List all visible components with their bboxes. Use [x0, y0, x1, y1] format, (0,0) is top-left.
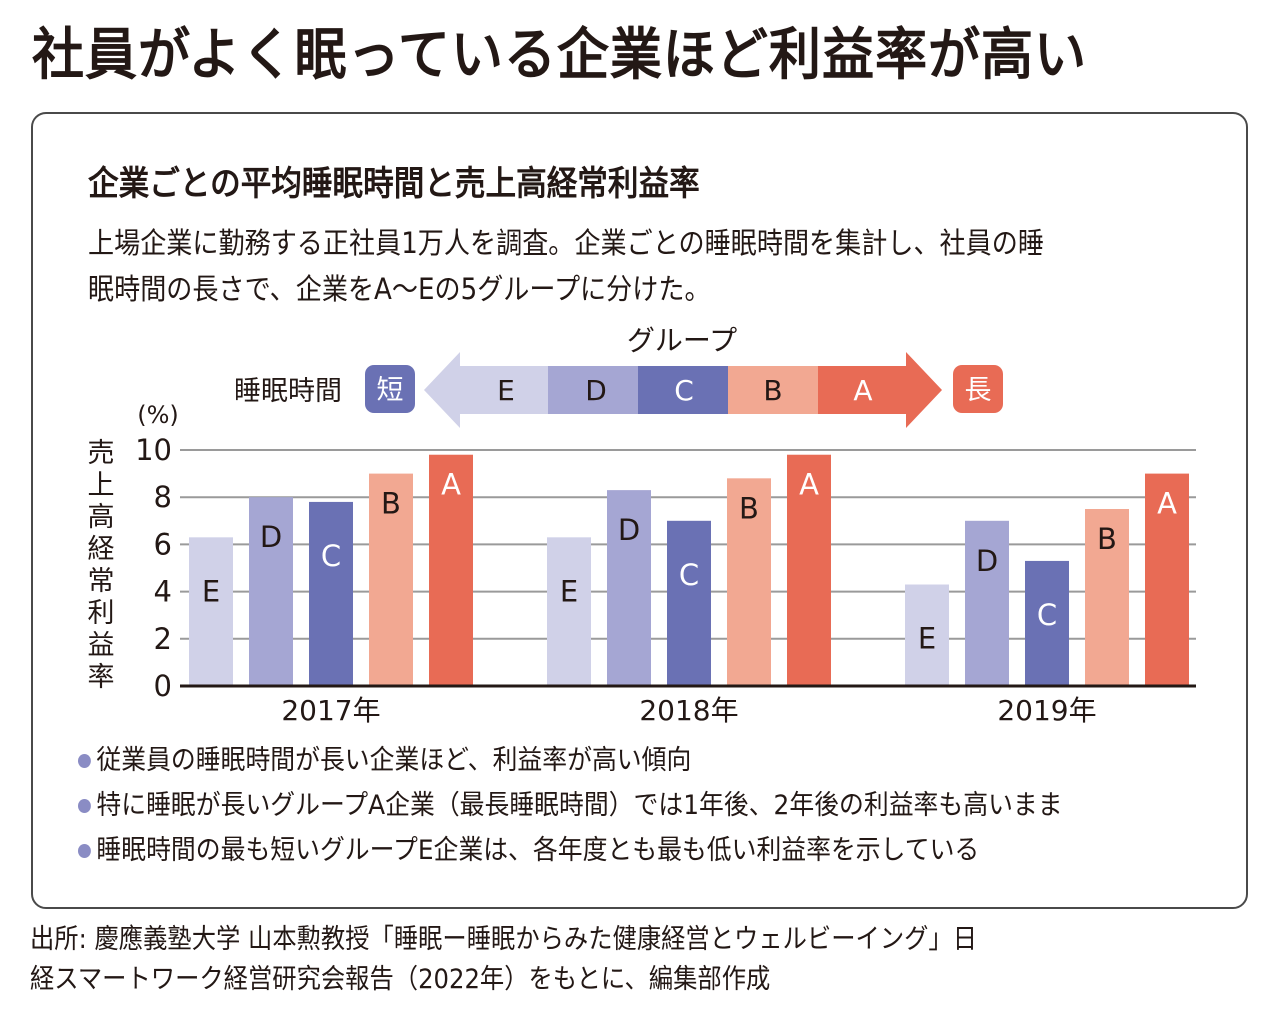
key-findings: 従業員の睡眠時間が長い企業ほど、利益率が高い傾向 特に睡眠が長いグループA企業（… [78, 738, 1063, 873]
group-legend: グループ 睡眠時間 短 E D C B A 長 [234, 324, 1003, 428]
source-note: 出所: 慶應義塾大学 山本勲教授「睡眠ー睡眠からみた健康経営とウェルビーイング」… [30, 920, 977, 1000]
finding-item: 特に睡眠が長いグループA企業（最長睡眠時間）では1年後、2年後の利益率も高いまま [78, 783, 1063, 828]
bar-A-2019年 [1145, 473, 1189, 686]
y-tick-label: 10 [135, 433, 172, 467]
bar-E-2019年 [905, 584, 949, 686]
y-axis-label-char: 利 [88, 598, 115, 629]
bar-D-2018年 [607, 490, 651, 686]
bar-B-2017年 [369, 473, 413, 686]
x-tick-label: 2019年 [997, 694, 1096, 727]
description: 上場企業に勤務する正社員1万人を調査。企業ごとの睡眠時間を集計し、社員の睡 眠時… [88, 220, 1096, 312]
chart-panel [31, 112, 1248, 909]
finding-text: 睡眠時間の最も短いグループE企業は、各年度とも最も低い利益率を示している [96, 835, 980, 866]
bar-label: A [799, 468, 819, 502]
bar-B-2018年 [727, 478, 771, 686]
bullet-dot-icon [78, 753, 91, 768]
x-tick-label: 2018年 [639, 694, 738, 727]
bar-label: D [260, 520, 282, 554]
arrow-segment-E [424, 352, 548, 428]
bar-label: D [618, 513, 640, 547]
bar-label: B [1097, 522, 1117, 556]
bar-label: B [739, 491, 759, 525]
bar-chart: グループ 睡眠時間 短 E D C B A 長 売上高経常利益率 (%) 0 2 4 6 8 10… [88, 324, 1196, 727]
bar-E-2017年 [189, 537, 233, 686]
source-line: 出所: 慶應義塾大学 山本勲教授「睡眠ー睡眠からみた健康経営とウェルビーイング」… [30, 924, 978, 955]
description-line: 眠時間の長さで、企業をA〜Eの5グループに分けた。 [88, 272, 711, 306]
long-label: 長 [965, 375, 992, 406]
source-line: 経スマートワーク経営研究会報告（2022年）をもとに、編集部作成 [30, 964, 771, 995]
description-line: 上場企業に勤務する正社員1万人を調査。企業ごとの睡眠時間を集計し、社員の睡 [88, 226, 1044, 260]
finding-item: 従業員の睡眠時間が長い企業ほど、利益率が高い傾向 [78, 738, 1063, 783]
chart-subtitle: 企業ごとの平均睡眠時間と売上高経常利益率 [88, 164, 700, 204]
bar-B-2019年 [1085, 509, 1129, 686]
arrow-label-B: B [763, 374, 782, 407]
bar-D-2019年 [965, 520, 1009, 686]
bar-E-2018年 [547, 537, 591, 686]
legend-title: グループ [627, 324, 737, 357]
legend-axis-label: 睡眠時間 [234, 376, 342, 407]
bar-C-2017年 [309, 501, 353, 686]
y-axis-label-char: 高 [88, 502, 115, 533]
arrow-label-D: D [585, 374, 607, 407]
bar-A-2018年 [787, 454, 831, 686]
short-label: 短 [377, 375, 404, 406]
finding-item: 睡眠時間の最も短いグループE企業は、各年度とも最も低い利益率を示している [78, 828, 1063, 873]
bar-label: E [918, 622, 936, 656]
bars: E D C B A E D C B A E D C B A [189, 454, 1189, 686]
y-tick-label: 0 [154, 669, 172, 703]
bar-label: E [560, 574, 578, 608]
bar-label: B [381, 487, 401, 521]
arrow-segment-B [728, 366, 818, 414]
y-axis-label-char: 売 [88, 438, 115, 469]
y-axis-label: 売上高経常利益率 [88, 438, 115, 693]
bar-label: C [679, 558, 699, 592]
bar-label: A [1157, 487, 1177, 521]
y-axis-label-char: 上 [88, 470, 115, 501]
y-axis-label-char: 経 [88, 534, 115, 565]
bar-label: C [1037, 598, 1057, 632]
bullet-dot-icon [78, 843, 91, 858]
x-tick-label: 2017年 [281, 694, 380, 727]
short-badge-bg [365, 365, 415, 413]
bar-label: E [202, 574, 220, 608]
arrow-segment-D [548, 366, 638, 414]
y-tick-label: 8 [154, 480, 172, 514]
bar-C-2019年 [1025, 560, 1069, 686]
arrow-label-E: E [497, 374, 515, 407]
arrow-label-A: A [853, 374, 872, 407]
bar-D-2017年 [249, 497, 293, 686]
y-axis-label-char: 率 [88, 662, 115, 693]
long-badge: 長 [953, 365, 1003, 413]
bar-label: A [441, 468, 461, 502]
long-badge-bg [953, 365, 1003, 413]
short-badge: 短 [365, 365, 415, 413]
y-unit-label: (%) [137, 401, 179, 429]
bar-A-2017年 [429, 454, 473, 686]
bullet-dot-icon [78, 798, 91, 813]
bar-label: C [321, 539, 341, 573]
arrow-label-C: C [674, 374, 694, 407]
finding-text: 特に睡眠が長いグループA企業（最長睡眠時間）では1年後、2年後の利益率も高いまま [96, 790, 1063, 821]
y-axis-label-char: 益 [88, 630, 115, 661]
x-tick-labels: 2017年 2018年 2019年 [281, 694, 1096, 727]
y-ticks: 0 2 4 6 8 10 [135, 433, 172, 703]
headline: 社員がよく眠っている企業ほど利益率が高い [32, 23, 1087, 88]
bar-label: D [976, 544, 998, 578]
bar-C-2018年 [667, 520, 711, 686]
y-tick-label: 2 [154, 622, 172, 656]
finding-text: 従業員の睡眠時間が長い企業ほど、利益率が高い傾向 [96, 745, 692, 776]
arrow-segment-C [638, 366, 728, 414]
arrow-segment-A [818, 352, 942, 428]
y-axis-label-char: 常 [88, 566, 115, 597]
y-tick-label: 4 [154, 575, 172, 609]
y-tick-label: 6 [154, 527, 172, 561]
